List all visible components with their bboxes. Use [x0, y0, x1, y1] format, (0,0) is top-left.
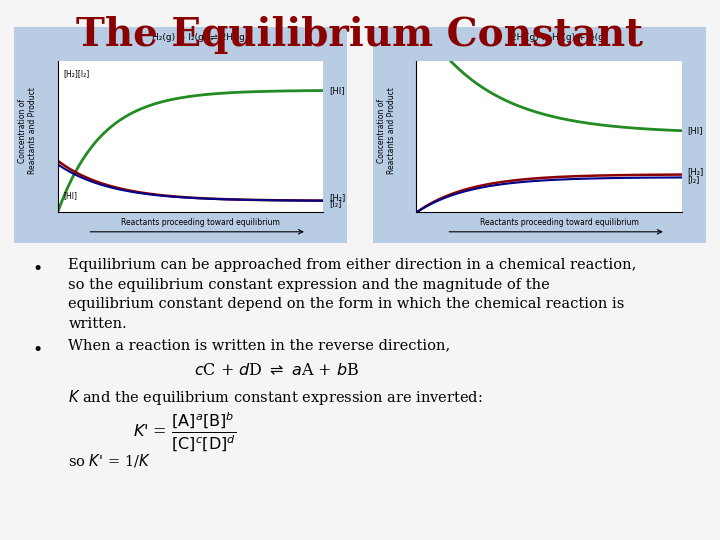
- FancyArrowPatch shape: [449, 230, 662, 234]
- FancyArrowPatch shape: [90, 230, 303, 234]
- Text: •: •: [32, 260, 42, 278]
- Text: Concentration of
Reactants and Product: Concentration of Reactants and Product: [18, 87, 37, 174]
- Text: $K$ and the equilibrium constant expression are inverted:: $K$ and the equilibrium constant express…: [68, 388, 483, 407]
- Text: Reactants proceeding toward equilibrium: Reactants proceeding toward equilibrium: [121, 218, 280, 227]
- Text: Reactants proceeding toward equilibrium: Reactants proceeding toward equilibrium: [480, 218, 639, 227]
- Text: $c$C + $d$D $\rightleftharpoons$ $a$A + $b$B: $c$C + $d$D $\rightleftharpoons$ $a$A + …: [194, 362, 360, 379]
- Text: equilibrium constant depend on the form in which the chemical reaction is: equilibrium constant depend on the form …: [68, 298, 625, 312]
- Text: The Equilibrium Constant: The Equilibrium Constant: [76, 16, 644, 54]
- Text: H₂(g) + I₂(g) ⇌ 2HI(g): H₂(g) + I₂(g) ⇌ 2HI(g): [153, 33, 248, 43]
- Text: •: •: [32, 341, 42, 359]
- Text: so $K$' = 1/$K$: so $K$' = 1/$K$: [68, 453, 151, 469]
- Text: so the equilibrium constant expression and the magnitude of the: so the equilibrium constant expression a…: [68, 278, 550, 292]
- Text: $K$' = $\dfrac{[\mathrm{A}]^a[\mathrm{B}]^b}{[\mathrm{C}]^c[\mathrm{D}]^d}$: $K$' = $\dfrac{[\mathrm{A}]^a[\mathrm{B}…: [133, 410, 237, 453]
- Text: When a reaction is written in the reverse direction,: When a reaction is written in the revers…: [68, 339, 451, 353]
- Text: 2HI(g) ⇌ H₂(g) + I₂(g): 2HI(g) ⇌ H₂(g) + I₂(g): [511, 33, 608, 43]
- Text: written.: written.: [68, 318, 127, 332]
- Text: Equilibrium can be approached from either direction in a chemical reaction,: Equilibrium can be approached from eithe…: [68, 258, 636, 272]
- Text: Concentration of
Reactants and Product: Concentration of Reactants and Product: [377, 87, 396, 174]
